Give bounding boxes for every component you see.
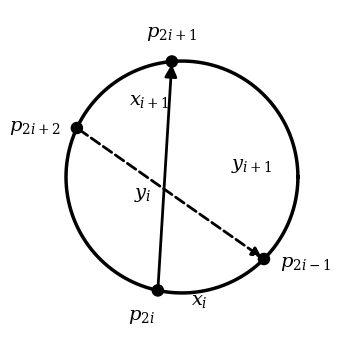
Text: $p_{2i-1}$: $p_{2i-1}$ bbox=[280, 254, 331, 273]
Circle shape bbox=[166, 56, 177, 67]
Text: $y_{i}$: $y_{i}$ bbox=[134, 185, 152, 204]
Circle shape bbox=[258, 253, 269, 264]
Text: $y_{i+1}$: $y_{i+1}$ bbox=[231, 156, 272, 175]
Text: $p_{2i}$: $p_{2i}$ bbox=[128, 307, 155, 326]
Circle shape bbox=[152, 285, 164, 296]
Text: $p_{2i+1}$: $p_{2i+1}$ bbox=[147, 24, 197, 43]
Text: $x_{i}$: $x_{i}$ bbox=[191, 291, 208, 310]
Text: $p_{2i+2}$: $p_{2i+2}$ bbox=[9, 119, 61, 137]
Text: $x_{i+1}$: $x_{i+1}$ bbox=[129, 91, 170, 110]
Circle shape bbox=[71, 122, 82, 133]
